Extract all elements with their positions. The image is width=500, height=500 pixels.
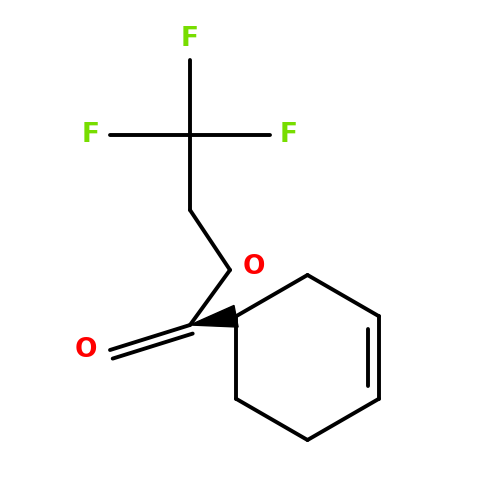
Text: F: F <box>82 122 100 148</box>
Text: O: O <box>242 254 265 280</box>
Text: F: F <box>280 122 298 148</box>
Text: F: F <box>181 26 199 52</box>
Text: O: O <box>75 337 98 363</box>
Polygon shape <box>190 306 238 327</box>
